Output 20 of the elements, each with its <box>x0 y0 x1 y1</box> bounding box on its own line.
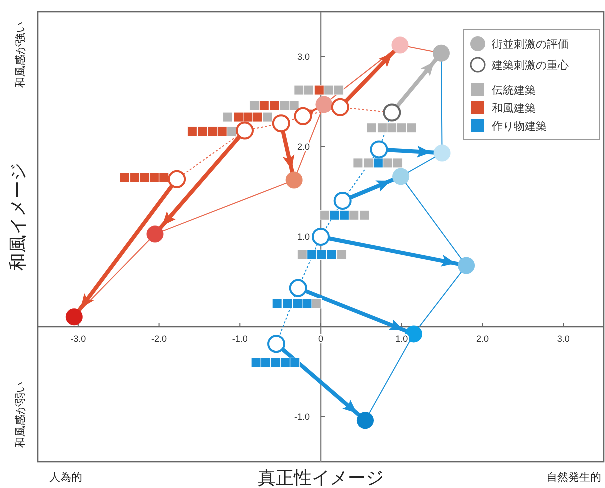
y-tick-label: 1.0 <box>297 232 310 242</box>
x-tick-label: 2.0 <box>476 334 489 344</box>
x-tick-label: 1.0 <box>396 334 408 344</box>
x-axis-title: 真正性イメージ <box>258 468 384 488</box>
text: 和風感が強い <box>14 22 27 88</box>
y-tick-label: 3.0 <box>297 52 310 62</box>
y-tick-label: -1.0 <box>294 412 310 422</box>
x-tick-label: -3.0 <box>70 334 86 344</box>
legend-label: 街並刺激の評価 <box>492 38 569 51</box>
text: 自然発生的 <box>546 471 602 484</box>
legend-label: 伝統建築 <box>492 84 536 97</box>
legend-label: 和風建築 <box>492 102 536 115</box>
x-tick-label: 3.0 <box>557 334 570 344</box>
x-tick-label: -1.0 <box>232 334 248 344</box>
x-tick-label: -2.0 <box>152 334 168 344</box>
legend-label: 建築刺激の重心 <box>491 59 569 72</box>
text: 人為的 <box>50 472 82 484</box>
y-axis-title: 和風イメージ <box>8 163 28 271</box>
text: 和風感が弱い <box>14 382 27 448</box>
legend-label: 作り物建築 <box>491 120 547 133</box>
